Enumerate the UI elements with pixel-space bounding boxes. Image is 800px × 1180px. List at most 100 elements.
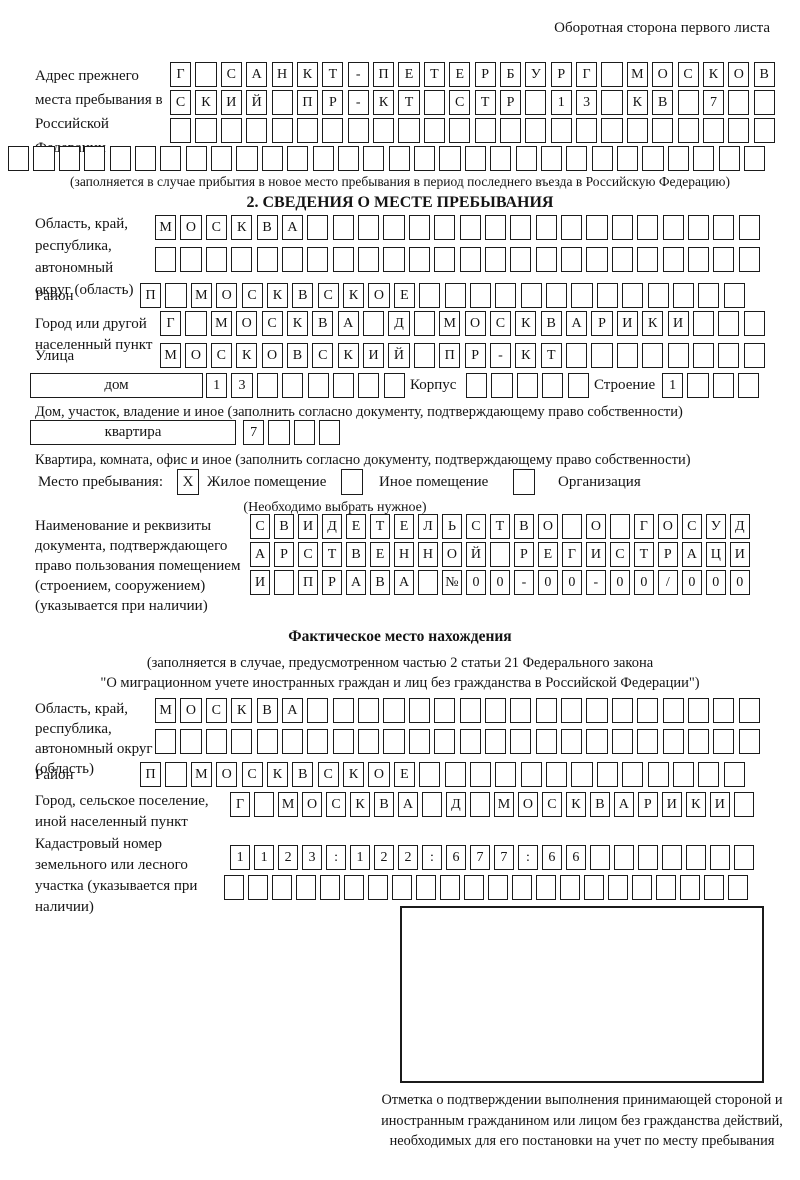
char-cell: [713, 247, 735, 272]
char-cell: [253, 792, 275, 817]
actual-district-label: Район: [35, 767, 74, 783]
char-cell: [109, 146, 131, 171]
char-cell: С: [312, 343, 334, 368]
char-cell: [520, 762, 542, 787]
char-cell: К: [685, 792, 706, 817]
char-cell: [613, 845, 634, 870]
actual-city-label: Город, сельское поселение, иной населенн…: [35, 793, 209, 830]
char-cell: [195, 62, 217, 87]
char-cell: [596, 283, 618, 308]
char-cell: [469, 762, 492, 787]
char-cell: 2: [397, 845, 419, 870]
char-cell: Р: [474, 62, 496, 87]
char-cell: [622, 283, 644, 308]
char-cell: П: [296, 90, 319, 115]
char-cell: [510, 698, 532, 723]
char-cell: [58, 146, 80, 171]
street-label: Улица: [35, 348, 75, 364]
char-cell: А: [246, 62, 268, 87]
char-cell: И: [729, 542, 750, 567]
char-cell: О: [180, 698, 202, 723]
char-cell: [583, 875, 604, 900]
char-cell: 0: [609, 570, 630, 595]
char-cell: Й: [465, 542, 487, 567]
char-cell: [391, 875, 413, 900]
char-cell: И: [585, 542, 606, 567]
char-cell: К: [343, 283, 365, 308]
char-cell: [459, 215, 481, 240]
char-cell: [332, 698, 354, 723]
char-cell: О: [216, 762, 238, 787]
prev-address-grid-row-4: [8, 146, 766, 171]
char-cell: -: [585, 570, 606, 595]
char-cell: П: [439, 343, 461, 368]
char-cell: О: [652, 62, 674, 87]
char-cell: [33, 146, 55, 171]
char-cell: [165, 283, 187, 308]
char-cell: [343, 875, 365, 900]
char-cell: [484, 729, 507, 754]
char-cell: С: [677, 62, 699, 87]
char-cell: О: [517, 792, 538, 817]
char-cell: В: [312, 311, 334, 336]
char-cell: [571, 762, 593, 787]
char-cell: [626, 118, 648, 143]
char-cell: [576, 118, 598, 143]
char-cell: [535, 729, 557, 754]
char-cell: А: [566, 311, 588, 336]
char-cell: [685, 845, 706, 870]
char-cell: [449, 118, 471, 143]
char-cell: [295, 875, 317, 900]
char-cell: 2: [277, 845, 299, 870]
char-cell: О: [185, 343, 207, 368]
apartment-note: Квартира, комната, офис и иное (заполнит…: [35, 452, 691, 468]
char-cell: [337, 146, 360, 171]
char-cell: [738, 373, 760, 398]
char-cell: [347, 118, 369, 143]
apartment-number-grid: 7: [243, 420, 341, 445]
char-cell: Д: [321, 514, 343, 539]
char-cell: [8, 146, 30, 171]
char-cell: [540, 146, 563, 171]
char-cell: [388, 146, 410, 171]
char-cell: [667, 146, 689, 171]
stroenie-label: Строение: [594, 377, 656, 393]
char-cell: [367, 875, 389, 900]
char-cell: -: [513, 570, 535, 595]
char-cell: [495, 762, 517, 787]
char-cell: [287, 146, 309, 171]
char-cell: [358, 729, 380, 754]
char-cell: Г: [576, 62, 598, 87]
char-cell: [611, 698, 633, 723]
char-cell: С: [205, 215, 227, 240]
char-cell: [743, 343, 765, 368]
char-cell: [271, 118, 293, 143]
char-cell: Р: [499, 90, 522, 115]
char-cell: К: [296, 62, 319, 87]
char-cell: [662, 247, 684, 272]
char-cell: [282, 373, 304, 398]
char-cell: К: [266, 283, 289, 308]
char-cell: [332, 215, 354, 240]
char-cell: [611, 729, 633, 754]
char-cell: О: [537, 514, 558, 539]
char-cell: [231, 729, 253, 754]
char-cell: [444, 283, 466, 308]
region-label: Область, край, республика, автономный ок…: [35, 216, 134, 298]
char-cell: [510, 247, 532, 272]
char-cell: [723, 283, 745, 308]
char-cell: М: [626, 62, 648, 87]
char-cell: Г: [230, 792, 251, 817]
char-cell: [550, 118, 572, 143]
char-cell: [484, 215, 507, 240]
char-cell: А: [281, 698, 304, 723]
stay-type-checkbox-organization: [513, 469, 535, 495]
char-cell: [307, 373, 329, 398]
char-cell: [296, 118, 319, 143]
char-cell: [637, 247, 659, 272]
char-cell: Й: [388, 343, 410, 368]
char-cell: И: [709, 792, 730, 817]
